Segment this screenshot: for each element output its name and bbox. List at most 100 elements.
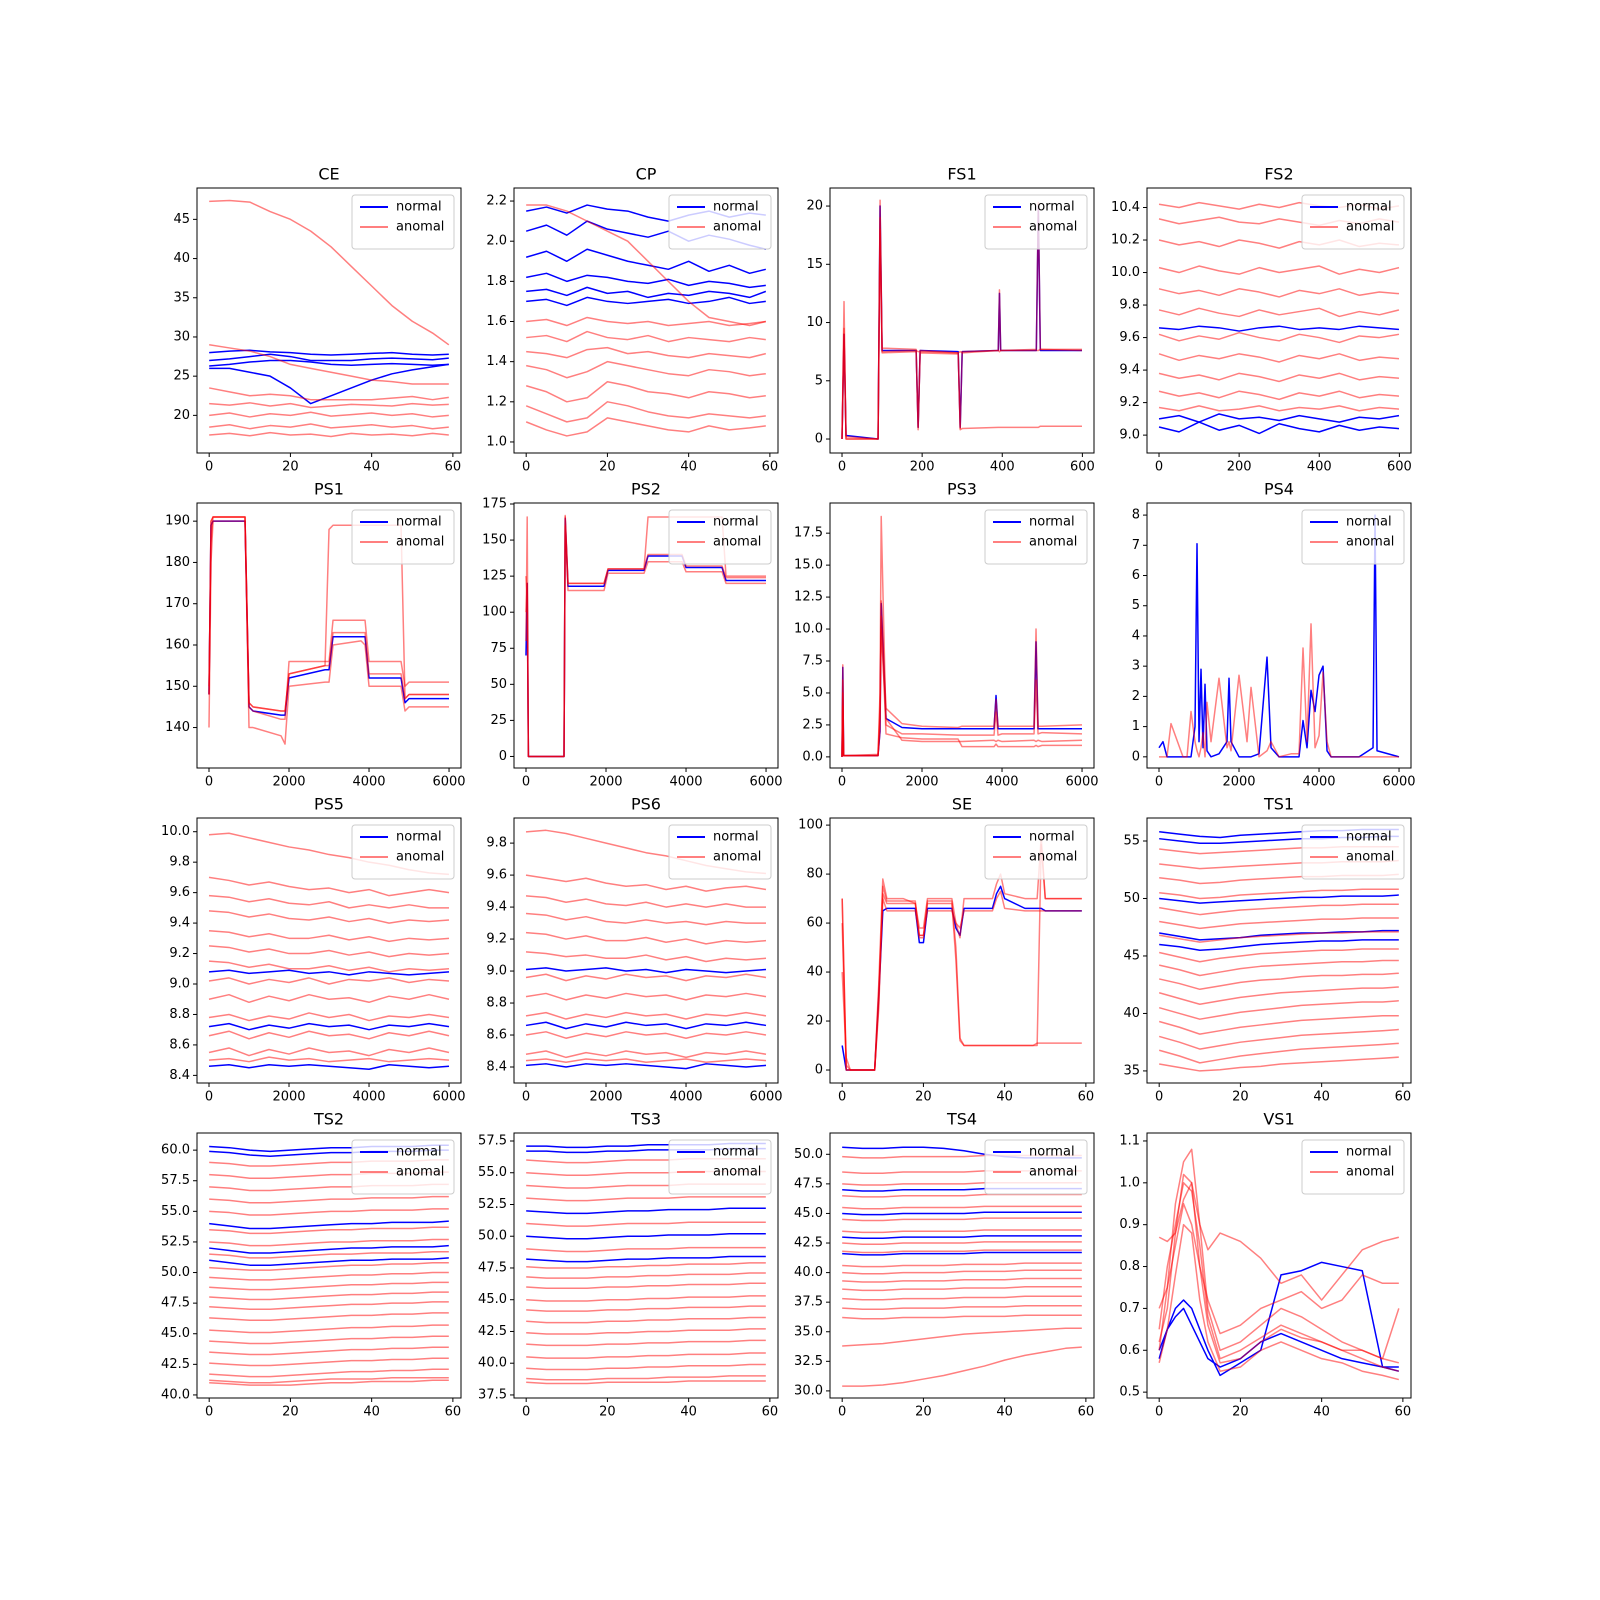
x-tick-label: 2000 xyxy=(905,775,938,790)
y-tick-label: 9.0 xyxy=(486,964,507,979)
y-tick-label: 60.0 xyxy=(161,1143,190,1158)
subplot-title: PS1 xyxy=(314,480,344,499)
legend-label: anomal xyxy=(1346,535,1394,550)
legend-label: anomal xyxy=(1029,220,1077,235)
series-line xyxy=(209,1368,449,1378)
series-line xyxy=(842,1277,1082,1283)
axes-frame xyxy=(829,502,1095,769)
series-line xyxy=(1159,903,1399,916)
y-tick-label: 15 xyxy=(806,257,823,272)
series-line xyxy=(208,1030,450,1040)
series-line xyxy=(1159,888,1399,900)
y-tick-label: 25 xyxy=(173,369,190,384)
legend xyxy=(984,509,1088,565)
legend-label: anomal xyxy=(1346,220,1394,235)
series-line xyxy=(842,1327,1082,1347)
series-line xyxy=(1158,1223,1400,1381)
x-tick-label: 0 xyxy=(205,1090,213,1105)
x-tick-label: 60 xyxy=(445,460,462,475)
y-tick-label: 20 xyxy=(806,199,823,214)
legend-label: normal xyxy=(1346,200,1392,215)
series-line xyxy=(525,417,766,437)
y-tick-label: 9.4 xyxy=(486,900,507,915)
y-tick-label: 9.4 xyxy=(169,916,190,931)
x-tick-label: 400 xyxy=(990,460,1015,475)
y-tick-label: 5 xyxy=(815,373,823,388)
series-line xyxy=(526,330,766,343)
x-tick-label: 4000 xyxy=(669,775,702,790)
y-tick-label: 3 xyxy=(1132,659,1140,674)
x-tick-label: 0 xyxy=(1155,1405,1163,1420)
legend-label: normal xyxy=(396,830,442,845)
series-line xyxy=(526,1282,766,1290)
series-line xyxy=(841,890,1082,1071)
y-tick-label: 0.0 xyxy=(802,749,823,764)
x-tick-label: 20 xyxy=(599,460,616,475)
x-tick-label: 0 xyxy=(522,460,530,475)
series-line xyxy=(209,411,449,418)
series-line xyxy=(526,204,767,327)
subplot-title: VS1 xyxy=(1263,1110,1294,1129)
series-line xyxy=(526,1328,766,1335)
subplot-title: SE xyxy=(952,795,972,814)
y-tick-label: 8.4 xyxy=(486,1060,507,1075)
series-line xyxy=(1158,986,1399,1005)
x-tick-label: 2000 xyxy=(272,1090,305,1105)
series-line xyxy=(209,1257,449,1266)
axes-frame xyxy=(1146,1132,1412,1399)
series-line xyxy=(208,969,450,976)
legend-label: normal xyxy=(1029,830,1075,845)
y-tick-label: 35 xyxy=(173,290,190,305)
series-line xyxy=(526,360,766,379)
y-tick-label: 9.6 xyxy=(486,868,507,883)
series-line xyxy=(209,1250,449,1259)
y-tick-label: 35 xyxy=(1123,1063,1140,1078)
series-line xyxy=(842,1346,1082,1387)
legend-label: normal xyxy=(713,830,759,845)
series-line xyxy=(1158,390,1400,401)
x-tick-label: 20 xyxy=(1232,1405,1249,1420)
legend-label: anomal xyxy=(1346,850,1394,865)
series-line xyxy=(209,1244,449,1254)
y-tick-label: 150 xyxy=(165,679,190,694)
y-tick-label: 52.5 xyxy=(161,1234,190,1249)
x-tick-label: 20 xyxy=(1232,1090,1249,1105)
axes-frame xyxy=(1146,817,1412,1084)
series-line xyxy=(1159,972,1399,991)
y-tick-label: 57.5 xyxy=(161,1173,190,1188)
y-tick-label: 1.4 xyxy=(486,354,507,369)
series-line xyxy=(1158,307,1400,318)
series-line xyxy=(526,1352,766,1359)
series-line xyxy=(1159,948,1399,963)
y-tick-label: 9.8 xyxy=(1119,298,1140,313)
y-tick-label: 5 xyxy=(1132,598,1140,613)
x-tick-label: 4000 xyxy=(1302,775,1335,790)
subplot-title: FS2 xyxy=(1264,165,1293,184)
y-tick-label: 1.1 xyxy=(1119,1133,1140,1148)
legend-label: normal xyxy=(713,1145,759,1160)
subplot-title: PS3 xyxy=(947,480,977,499)
y-tick-label: 1.6 xyxy=(486,314,507,329)
x-tick-label: 40 xyxy=(363,1405,380,1420)
legend-label: anomal xyxy=(713,1165,761,1180)
y-tick-label: 25 xyxy=(490,713,507,728)
x-tick-label: 0 xyxy=(205,775,213,790)
axes-frame xyxy=(196,502,462,769)
y-tick-label: 45.0 xyxy=(161,1326,190,1341)
series-line xyxy=(1159,917,1399,930)
series-line xyxy=(209,344,449,385)
series-line xyxy=(842,1314,1082,1320)
series-line xyxy=(526,1380,766,1385)
series-line xyxy=(209,353,449,362)
y-tick-label: 6 xyxy=(1132,568,1140,583)
series-line xyxy=(209,1324,449,1334)
series-line xyxy=(525,912,766,926)
series-line xyxy=(1158,1014,1399,1035)
axes-frame xyxy=(829,187,1095,454)
legend-label: normal xyxy=(1029,200,1075,215)
y-tick-label: 140 xyxy=(165,720,190,735)
subplot-title: TS2 xyxy=(313,1110,344,1129)
y-tick-label: 10.0 xyxy=(161,824,190,839)
axes-frame xyxy=(196,817,462,1084)
y-tick-label: 0.9 xyxy=(1119,1217,1140,1232)
